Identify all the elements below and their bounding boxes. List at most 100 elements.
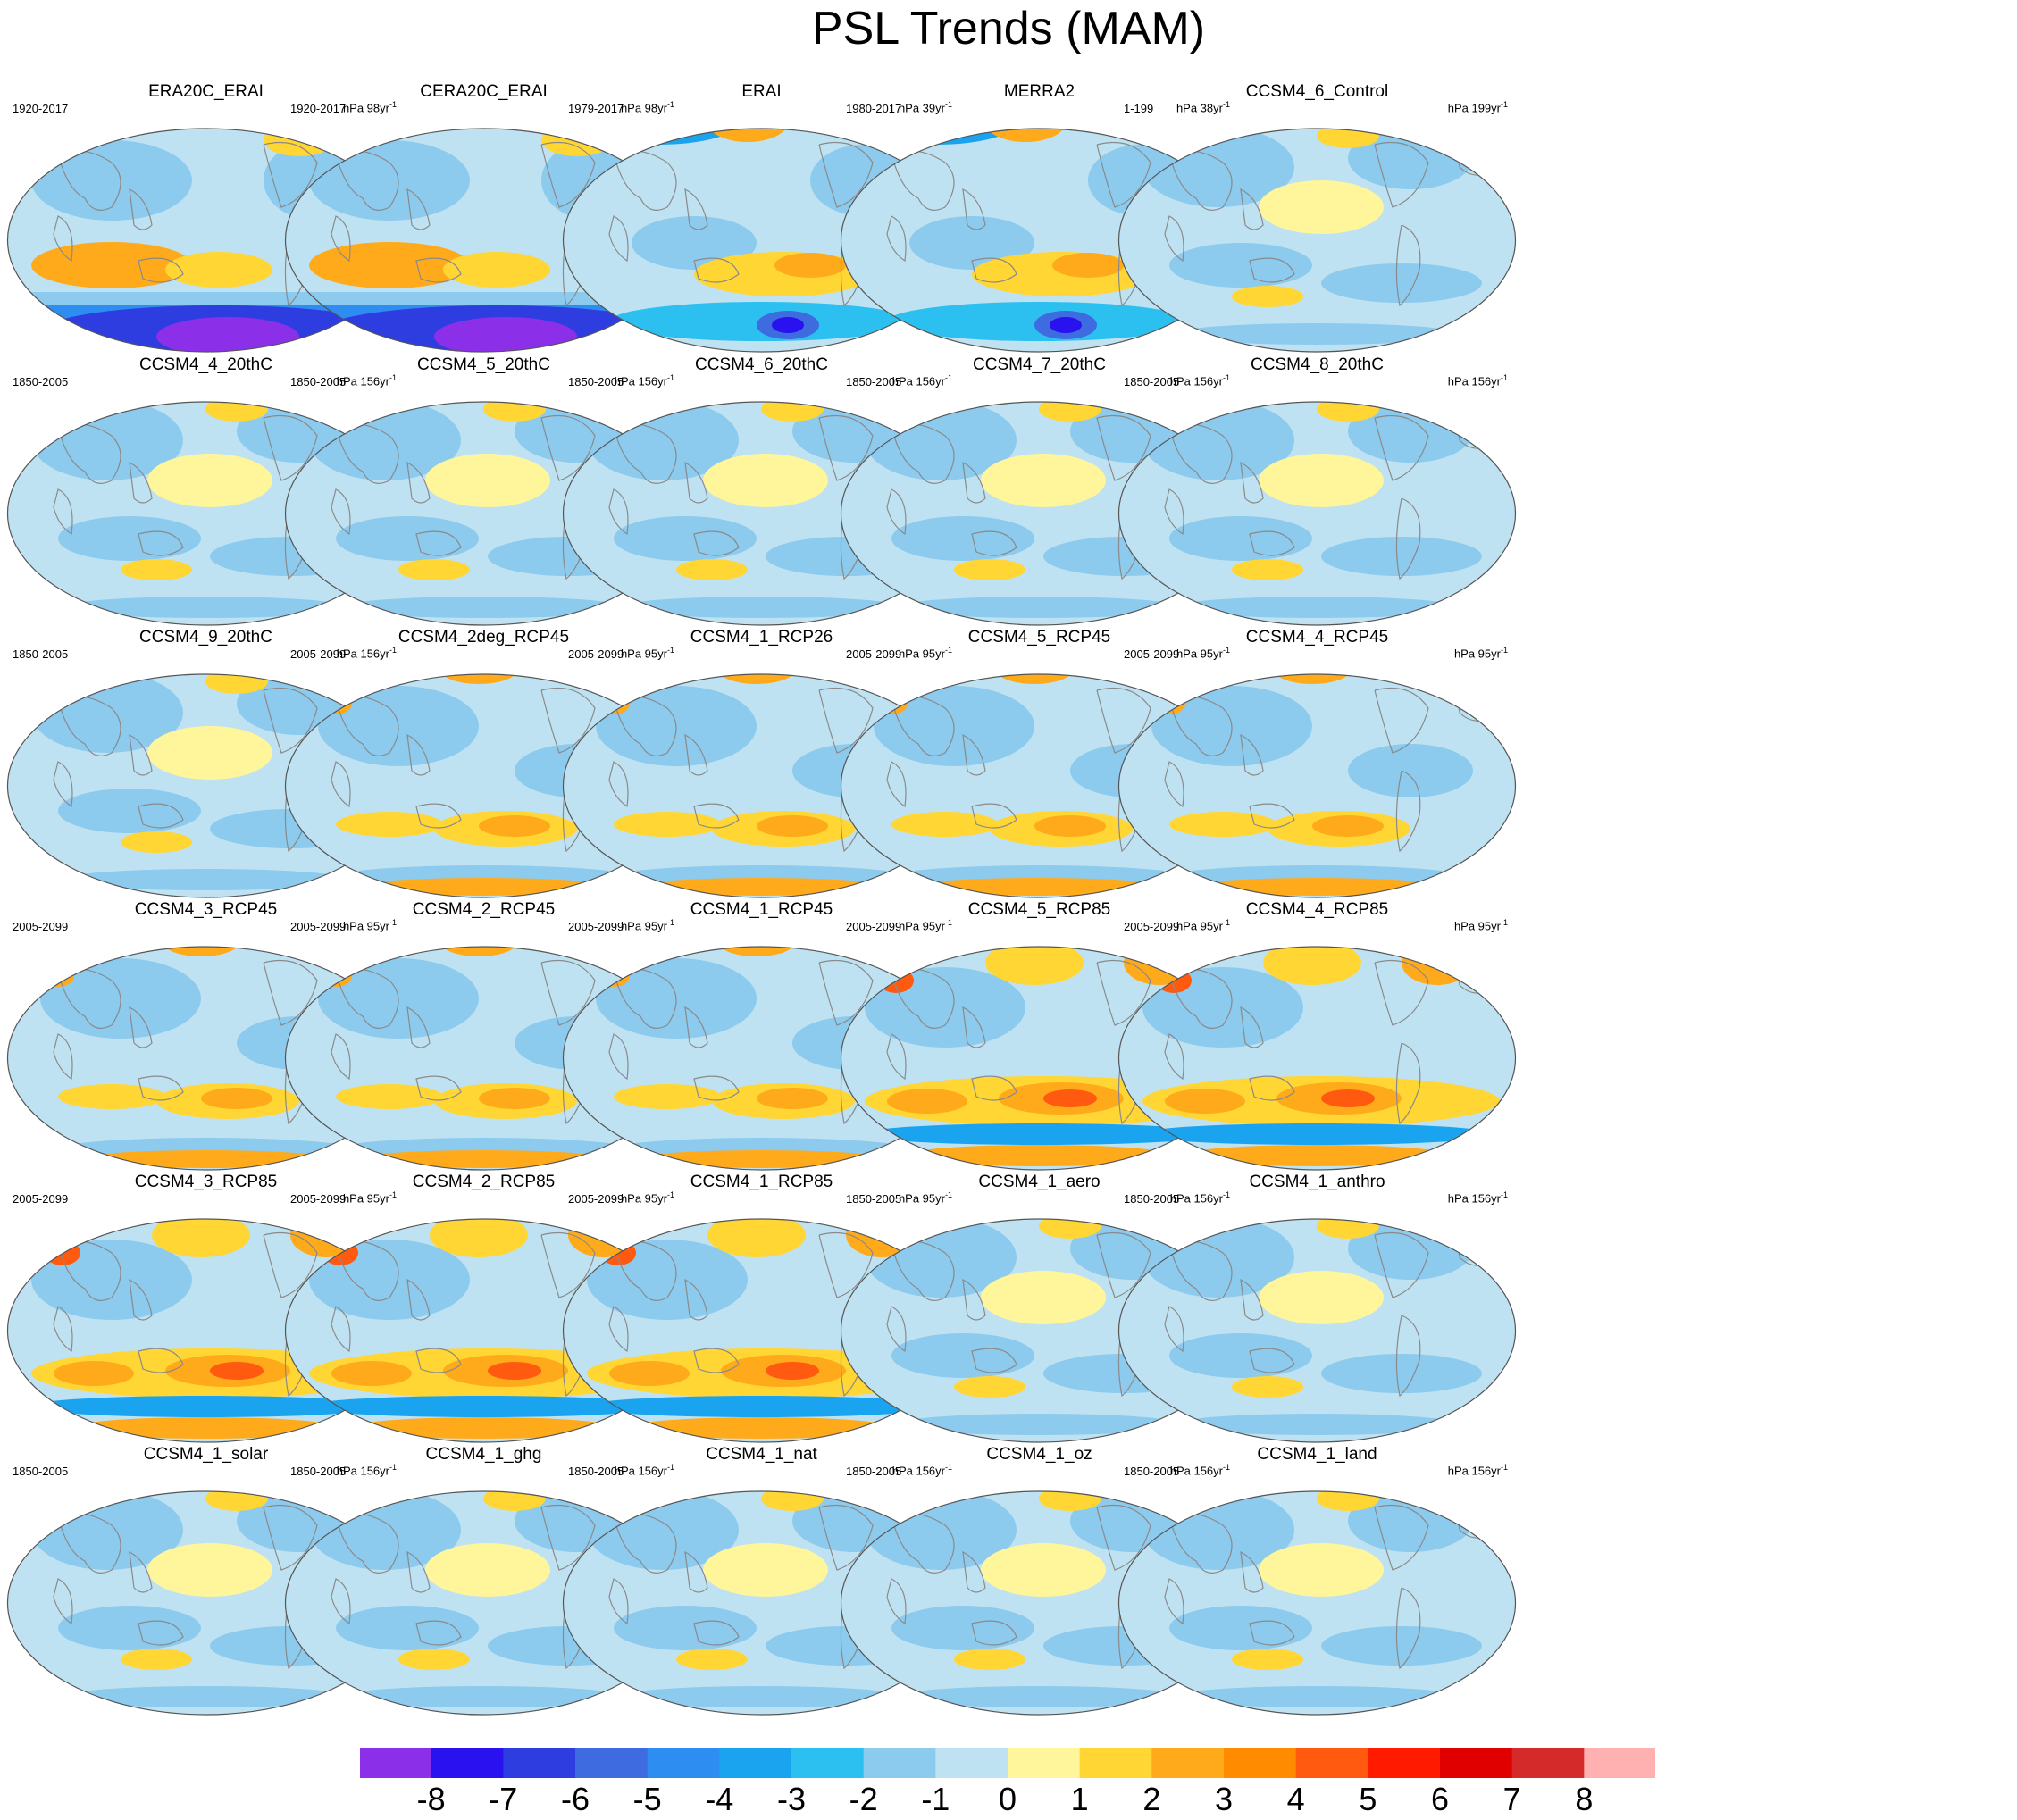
panel-units-exponent: -1 [1222, 1190, 1230, 1199]
panel-title: CCSM4_1_RCP26 [690, 628, 833, 647]
contour-region [954, 559, 1025, 580]
panel-units: hPa 95yr-1 [621, 1190, 674, 1205]
colorbar-tick-label: 2 [1142, 1781, 1161, 1817]
panel-years: 2005-2099 [13, 920, 69, 933]
panel-units: hPa 156yr-1 [615, 373, 674, 388]
contour-region [1000, 109, 1033, 127]
panel-grid: ERA20C_ERAI 1920-2017 hPa 98yr-1 CERA20C_ER… [6, 82, 1519, 1716]
panel-years: 1850-2005 [13, 647, 69, 661]
panel-title: CCSM4_5_RCP45 [967, 628, 1111, 647]
coastline [406, 733, 431, 776]
panel-years: 1850-2005 [13, 375, 69, 388]
panel-units-text: hPa 95yr [898, 647, 945, 661]
contour-region [757, 1088, 828, 1109]
panel-units-text: hPa 156yr [336, 374, 389, 388]
contour-region [1259, 1543, 1384, 1597]
panel-title: CCSM4_2_RCP45 [412, 900, 556, 919]
coastline [129, 1550, 153, 1593]
coastline [886, 1033, 907, 1081]
panel-units: hPa 95yr-1 [621, 918, 674, 932]
coastline [415, 1620, 462, 1646]
panel-title: CCSM4_6_Control [1245, 82, 1389, 101]
panel-years: 2005-2099 [846, 920, 902, 933]
contour-region [1321, 1354, 1482, 1393]
contour-region [147, 726, 272, 780]
contour-region [205, 1491, 268, 1511]
panel-title: CCSM4_6_20thC [695, 355, 828, 374]
colorbar-swatch [1079, 1747, 1152, 1779]
coastline [1096, 1504, 1151, 1571]
panel-years: 1-199 [1124, 102, 1154, 115]
contour-region [340, 1686, 626, 1707]
coastline [613, 968, 677, 1029]
coastline [971, 530, 1017, 556]
panel-units: hPa 156yr-1 [337, 1463, 397, 1477]
coastline [608, 215, 629, 263]
coastline [693, 530, 740, 556]
panel-title: CCSM4_2_RCP85 [412, 1173, 556, 1191]
contour-region [1169, 812, 1276, 837]
coastline [540, 959, 596, 1026]
contour-region [761, 402, 824, 422]
coastline [415, 257, 462, 283]
trend-map [1117, 1218, 1517, 1443]
coastline [962, 188, 986, 230]
coastline [335, 1240, 399, 1301]
panel-units-exponent: -1 [944, 1463, 952, 1472]
coastline [415, 803, 462, 829]
coastline [1164, 488, 1184, 536]
contour-region [891, 516, 1034, 561]
contour-region [1174, 1414, 1460, 1435]
coastline [1168, 150, 1233, 211]
contour-region [58, 1084, 165, 1109]
contour-region [707, 129, 788, 142]
coastline [1096, 414, 1151, 481]
panel-units-text: hPa 38yr [1176, 101, 1223, 115]
contour-region [161, 947, 241, 956]
contour-region [985, 947, 1084, 985]
coastline [53, 761, 73, 808]
contour-region [121, 831, 192, 853]
contour-region [1259, 1271, 1384, 1324]
contour-region [58, 789, 201, 833]
trend-map [1117, 401, 1517, 626]
map-border [1117, 1218, 1517, 1443]
coastline [1096, 687, 1151, 754]
panel-units-exponent: -1 [1222, 646, 1230, 655]
coastline [138, 530, 184, 556]
panel-title: ERA20C_ERAI [148, 82, 264, 101]
contour-region [716, 947, 797, 956]
coastline [540, 1231, 596, 1298]
colorbar-swatch [1224, 1747, 1297, 1779]
contour-region [1039, 402, 1101, 422]
contour-region [1169, 1333, 1312, 1378]
panel-units: hPa 95yr-1 [1454, 918, 1508, 932]
contour-region [981, 1543, 1106, 1597]
contour-region [761, 1491, 824, 1511]
contour-region [156, 317, 299, 352]
coastline [331, 761, 351, 808]
coastline [886, 1578, 907, 1625]
panel-units-text: hPa 95yr [620, 919, 667, 933]
contour-region [1034, 815, 1106, 837]
map-panel: CCSM4_4_RCP45 2005-2099 hPa 95yr-1 [1116, 628, 1519, 901]
panel-units-text: hPa 98yr [620, 101, 667, 115]
contour-region [340, 597, 626, 618]
coastline [331, 488, 351, 536]
coastline [138, 257, 184, 283]
panel-units-text: hPa 156yr [1447, 374, 1501, 388]
panel-years: 1850-2005 [290, 375, 347, 388]
panel-title: CCSM4_1_nat [706, 1445, 817, 1464]
coastline [818, 141, 874, 208]
contour-region [766, 1362, 819, 1380]
panel-units-exponent: -1 [389, 1463, 397, 1472]
coastline [540, 414, 596, 481]
contour-region [582, 1396, 940, 1417]
contour-region [71, 1417, 339, 1439]
contour-region [1169, 1606, 1312, 1650]
coastline [684, 1550, 708, 1593]
panel-units-exponent: -1 [666, 1190, 674, 1199]
coastline [891, 1240, 955, 1301]
panel-units-text: hPa 156yr [1169, 374, 1223, 388]
panel-years: 2005-2099 [568, 920, 624, 933]
